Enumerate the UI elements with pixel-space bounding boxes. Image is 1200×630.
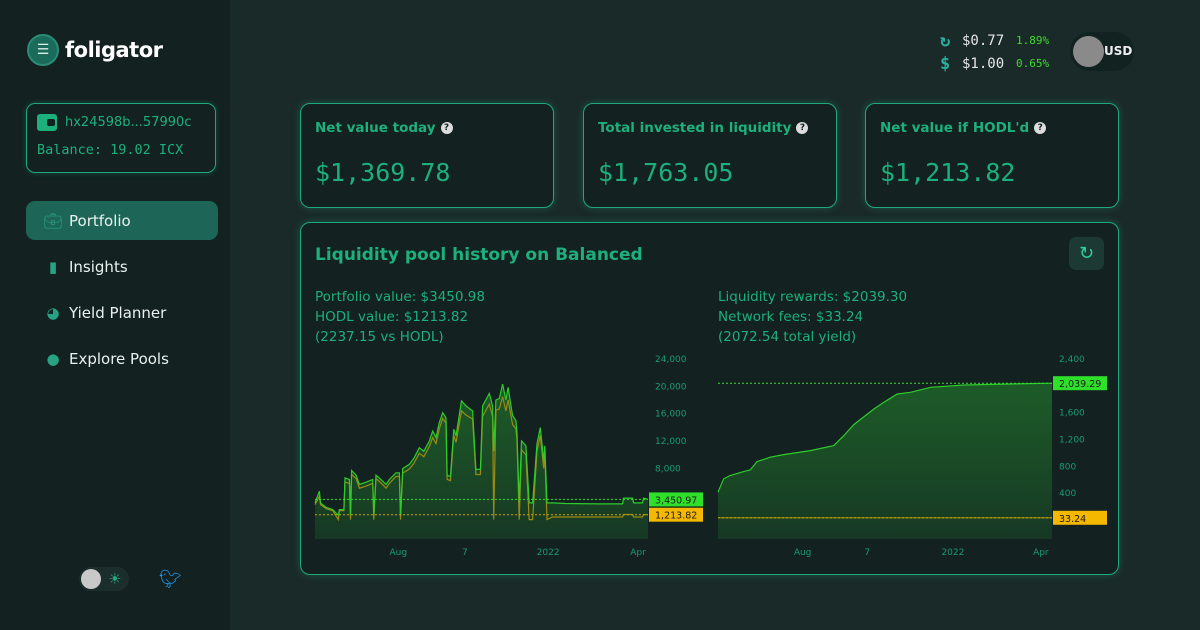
y-tick-label: 16,000 — [655, 410, 687, 420]
stat-label: Net value if HODL'd — [880, 120, 1030, 136]
sidebar: ☰ foligator hx24598b...57990c Balance: 1… — [0, 0, 230, 630]
bar-chart-icon: ▮ — [48, 257, 58, 276]
stat-value: $1,763.05 — [598, 158, 734, 187]
x-tick-label: 2022 — [537, 548, 560, 558]
dollar-icon: $ — [940, 53, 951, 74]
stat-card-hodl-value: Net value if HODL'd? $1,213.82 — [865, 103, 1119, 208]
yield-summary: Liquidity rewards: $2039.30 Network fees… — [718, 287, 907, 347]
y-tick-label: 400 — [1059, 489, 1076, 499]
briefcase-icon: 💼︎ — [43, 211, 63, 230]
wallet-card[interactable]: hx24598b...57990c Balance: 19.02 ICX — [26, 103, 216, 173]
history-title: Liquidity pool history on Balanced — [315, 245, 643, 265]
portfolio-chart[interactable]: 24,000 20,000 16,000 12,000 8,000 Aug 7 2022 Apr… — [314, 351, 715, 561]
x-tick-label: Apr — [630, 548, 646, 558]
portfolio-series-line — [717, 382, 1053, 493]
wallet-icon — [37, 114, 57, 131]
last-value-tag — [649, 492, 703, 507]
stat-card-total-invested: Total invested in liquidity? $1,763.05 — [583, 103, 837, 208]
help-icon[interactable]: ? — [796, 122, 809, 134]
sidebar-item-explore-pools[interactable]: ● Explore Pools — [26, 339, 218, 378]
history-card: Liquidity pool history on Balanced ↻ Por… — [300, 222, 1119, 575]
logo-icon: ☰ — [27, 34, 59, 66]
y-tick-label: 800 — [1059, 462, 1076, 472]
y-tick-label: 2,400 — [1059, 355, 1085, 365]
hodl-value: HODL value: $1213.82 — [315, 309, 469, 325]
stat-label: Net value today — [315, 120, 436, 136]
x-tick-label: 7 — [462, 548, 468, 558]
last-value-tag — [649, 507, 703, 522]
sidebar-item-label: Insights — [69, 257, 128, 276]
toggle-knob — [1073, 36, 1104, 67]
x-tick-label: Aug — [389, 548, 407, 558]
pie-chart-icon: ◕ — [46, 303, 60, 322]
portfolio-value: Portfolio value: $3450.98 — [315, 289, 485, 305]
last-value-label: 3,450.97 — [655, 495, 697, 506]
wallet-balance: Balance: 19.02 ICX — [37, 142, 184, 158]
y-tick-label: 20,000 — [655, 382, 687, 392]
y-tick-label: 12,000 — [655, 437, 687, 447]
stat-card-net-value: Net value today? $1,369.78 — [300, 103, 554, 208]
logo[interactable]: ☰ foligator — [27, 34, 163, 66]
sidebar-item-portfolio[interactable]: 💼︎ Portfolio — [26, 201, 218, 240]
portfolio-summary: Portfolio value: $3450.98 HODL value: $1… — [315, 287, 485, 347]
hodl-series-line — [314, 396, 649, 522]
twitter-icon[interactable]: 🐦︎ — [159, 568, 182, 590]
stat-value: $1,213.82 — [880, 158, 1016, 187]
wallet-address: hx24598b...57990c — [65, 115, 192, 130]
currency-toggle[interactable]: USD — [1070, 32, 1134, 71]
network-fees: Network fees: $33.24 — [718, 309, 864, 325]
last-value-label: 33.24 — [1059, 514, 1086, 525]
stat-label: Total invested in liquidity — [598, 120, 792, 136]
y-tick-label: 24,000 — [655, 355, 687, 365]
x-tick-label: Aug — [794, 548, 812, 558]
sidebar-item-label: Yield Planner — [69, 303, 167, 322]
last-value-label: 2,039.29 — [1059, 379, 1101, 390]
x-tick-label: Apr — [1033, 548, 1049, 558]
currency-label: USD — [1104, 44, 1133, 58]
price-ticker: ↻ $0.77 1.89% $ $1.00 0.65% — [940, 29, 1049, 75]
x-tick-label: 2022 — [941, 548, 964, 558]
y-tick-label: 1,600 — [1059, 409, 1085, 419]
theme-toggle[interactable]: ☀ — [79, 567, 129, 591]
compass-icon: ● — [46, 349, 60, 368]
series-area — [315, 384, 648, 539]
sidebar-item-yield-planner[interactable]: ◕ Yield Planner — [26, 293, 218, 332]
app-name: foligator — [65, 38, 163, 62]
sun-icon: ☀ — [108, 570, 122, 588]
bnusd-change: 0.65% — [1016, 57, 1050, 70]
sidebar-item-label: Portfolio — [69, 211, 131, 230]
bnusd-price: $1.00 — [962, 55, 1005, 72]
toggle-knob — [81, 569, 101, 589]
total-yield: (2072.54 total yield) — [718, 329, 857, 345]
portfolio-series-line — [314, 383, 649, 517]
x-tick-label: 7 — [864, 548, 870, 558]
liquidity-rewards: Liquidity rewards: $2039.30 — [718, 289, 908, 305]
series-area — [718, 383, 1052, 539]
sidebar-nav: 💼︎ Portfolio ▮ Insights ◕ Yield Planner ● Ex… — [26, 201, 218, 385]
refresh-icon: ↻ — [1078, 243, 1095, 264]
y-tick-label: 1,200 — [1059, 436, 1085, 446]
help-icon[interactable]: ? — [440, 122, 453, 134]
help-icon[interactable]: ? — [1034, 122, 1047, 134]
last-value-tag — [1053, 510, 1107, 525]
stat-value: $1,369.78 — [315, 158, 451, 187]
sidebar-item-label: Explore Pools — [69, 349, 169, 368]
icx-icon: ↻ — [940, 30, 951, 51]
icx-price: $0.77 — [962, 32, 1005, 49]
vs-hodl: (2237.15 vs HODL) — [315, 329, 444, 345]
refresh-button[interactable]: ↻ — [1069, 237, 1104, 270]
yield-chart[interactable]: 2,400 1,600 1,200 800 400 Aug 7 2022 Apr 2,039.29… — [717, 351, 1118, 561]
last-value-tag — [1053, 376, 1107, 391]
last-value-label: 1,213.82 — [655, 511, 697, 522]
icx-change: 1.89% — [1016, 34, 1050, 47]
sidebar-item-insights[interactable]: ▮ Insights — [26, 247, 218, 286]
y-tick-label: 8,000 — [655, 464, 681, 474]
